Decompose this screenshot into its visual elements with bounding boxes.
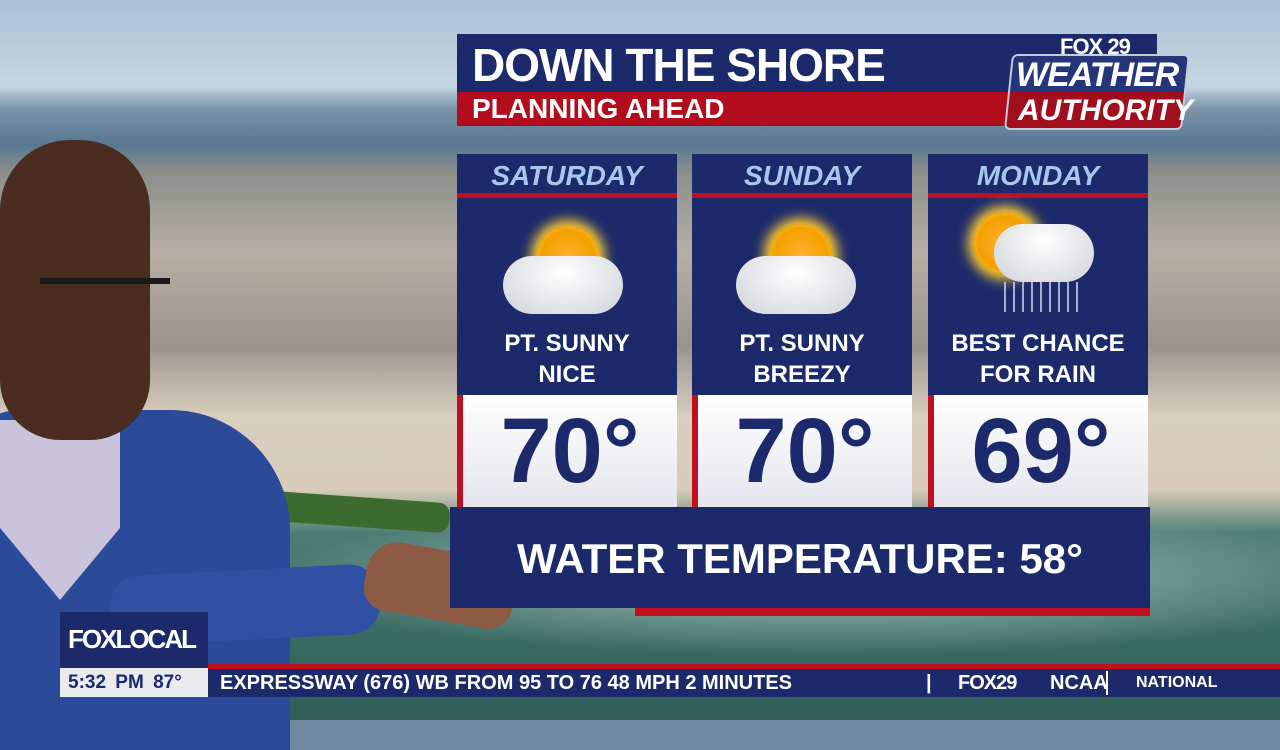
logo-line2: AUTHORITY <box>1018 94 1193 127</box>
head <box>0 140 170 440</box>
condition: PT. SUNNY NICE <box>504 330 630 388</box>
forecast-card-sunday: SUNDAY PT. SUNNY BREEZY 70° <box>692 154 912 507</box>
partly-sunny-icon <box>457 198 677 328</box>
glasses <box>40 270 170 284</box>
ticker-divider <box>1106 671 1108 695</box>
ticker-separator: | <box>926 672 932 694</box>
ticker-text: EXPRESSWAY (676) WB FROM 95 TO 76 48 MPH… <box>220 672 793 694</box>
temperature: 70° <box>457 395 677 507</box>
subtitle-bar <box>457 92 1017 126</box>
forecast-card-monday: MONDAY BEST CHANCE FOR RAIN 69° <box>928 154 1148 507</box>
time-temp: 5:32 PM 87° <box>60 668 208 697</box>
clock: 5:32 PM <box>68 672 144 693</box>
news-ticker: EXPRESSWAY (676) WB FROM 95 TO 76 48 MPH… <box>208 669 1280 697</box>
current-temp: 87° <box>153 672 182 693</box>
partly-sunny-icon <box>692 198 912 328</box>
ticker-next: NCAA <box>1050 672 1108 694</box>
day-label: SATURDAY <box>457 154 677 198</box>
ticker-accent <box>208 664 1280 669</box>
logo-station: FOX 29 <box>1060 34 1131 59</box>
water-temperature-bar: WATER TEMPERATURE: 58° <box>450 507 1150 608</box>
ticker-section: NATIONAL <box>1136 674 1218 691</box>
fox-local-bug: FOXLOCAL <box>60 612 208 668</box>
sun-cloud-rain-icon <box>928 198 1148 328</box>
forecast-card-saturday: SATURDAY PT. SUNNY NICE 70° <box>457 154 677 507</box>
condition: BEST CHANCE FOR RAIN <box>951 330 1125 388</box>
temperature: 69° <box>928 395 1148 507</box>
page-title: DOWN THE SHORE <box>472 39 886 91</box>
weather-authority-logo: FOX 29 WEATHER AUTHORITY <box>1004 34 1193 130</box>
ticker-brand: FOX29 <box>958 672 1017 694</box>
logo-line1: WEATHER <box>1016 56 1179 94</box>
temperature: 70° <box>692 395 912 507</box>
page-subtitle: PLANNING AHEAD <box>472 93 725 124</box>
water-temperature: WATER TEMPERATURE: 58° <box>517 535 1083 582</box>
day-label: MONDAY <box>928 154 1148 198</box>
condition: PT. SUNNY BREEZY <box>739 330 865 388</box>
day-label: SUNDAY <box>692 154 912 198</box>
accent-line <box>635 608 1150 616</box>
